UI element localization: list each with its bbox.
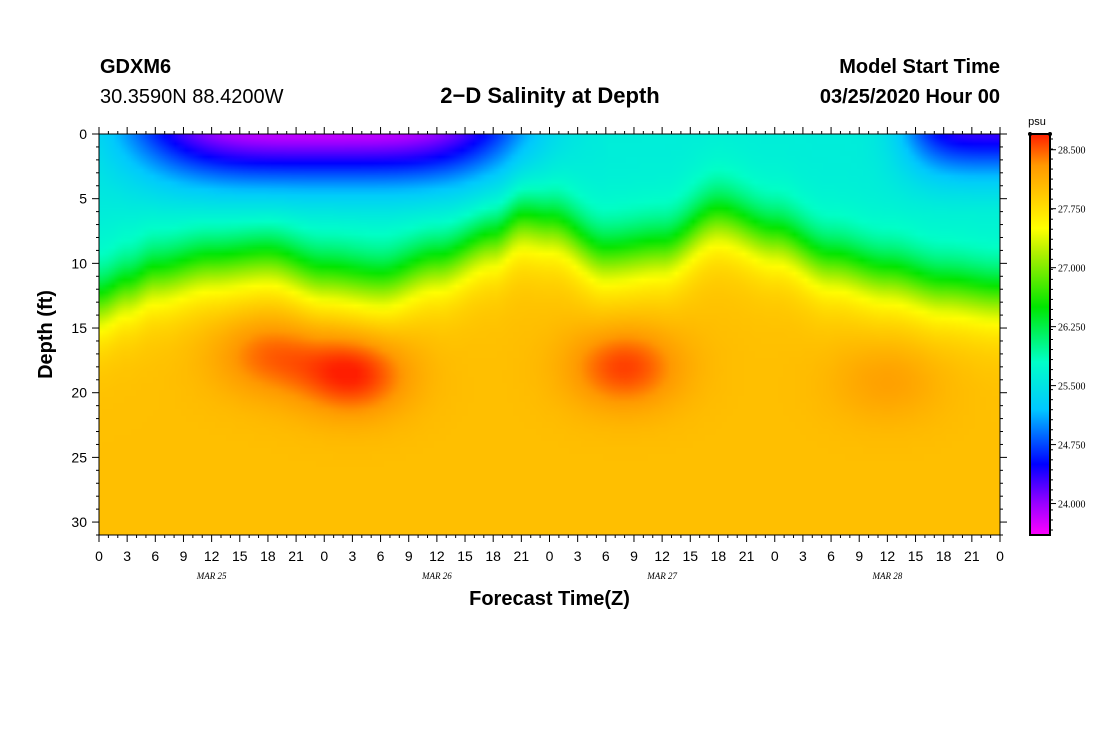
colorbar-tick-label: 25.500 xyxy=(1058,382,1086,393)
x-tick-label: 9 xyxy=(630,548,638,564)
x-tick-label: 12 xyxy=(654,548,670,564)
plot-frame xyxy=(98,133,1001,536)
x-tick-label: 0 xyxy=(771,548,779,564)
x-tick-label: 3 xyxy=(123,548,131,564)
x-tick-label: 18 xyxy=(260,548,276,564)
y-axis: 0 5 10 15 20 25 30 xyxy=(71,126,1007,536)
x-tick-label: 3 xyxy=(799,548,807,564)
x-tick-label: 21 xyxy=(739,548,755,564)
x-tick-label: 3 xyxy=(349,548,357,564)
x-tick-label: 0 xyxy=(95,548,103,564)
colorbar-tick-label: 24.000 xyxy=(1058,500,1086,511)
y-tick-label: 30 xyxy=(71,514,87,530)
x-day-label: MAR 26 xyxy=(421,571,452,581)
x-axis-title: Forecast Time(Z) xyxy=(469,588,630,610)
x-tick-label: 15 xyxy=(232,548,248,564)
x-tick-label: 21 xyxy=(964,548,980,564)
colorbar-corner-dot xyxy=(1028,132,1032,136)
x-tick-label: 6 xyxy=(602,548,610,564)
x-tick-label: 21 xyxy=(288,548,304,564)
x-tick-label: 15 xyxy=(682,548,698,564)
y-tick-label: 15 xyxy=(71,320,87,336)
x-tick-label: 9 xyxy=(405,548,413,564)
y-tick-label: 5 xyxy=(79,191,87,207)
colorbar-tick-label: 28.500 xyxy=(1058,146,1086,157)
colorbar-tick-label: 27.000 xyxy=(1058,264,1086,275)
x-tick-label: 15 xyxy=(457,548,473,564)
x-tick-label: 9 xyxy=(855,548,863,564)
x-tick-label: 12 xyxy=(880,548,896,564)
x-day-label: MAR 25 xyxy=(196,571,227,581)
x-tick-label: 15 xyxy=(908,548,924,564)
x-tick-label: 6 xyxy=(827,548,835,564)
x-tick-label: 0 xyxy=(996,548,1004,564)
x-tick-label: 18 xyxy=(711,548,727,564)
station-coordinates: 30.3590N 88.4200W xyxy=(100,86,284,108)
x-tick-label: 3 xyxy=(574,548,582,564)
y-tick-label: 10 xyxy=(71,255,87,271)
x-tick-label: 6 xyxy=(151,548,159,564)
colorbar-tick-label: 27.750 xyxy=(1058,205,1086,216)
colorbar-tick-label: 24.750 xyxy=(1058,441,1086,452)
salinity-heatmap xyxy=(99,134,1000,535)
x-tick-label: 0 xyxy=(546,548,554,564)
x-tick-label: 18 xyxy=(485,548,501,564)
x-tick-label: 12 xyxy=(429,548,445,564)
colorbar-tick-label: 26.250 xyxy=(1058,323,1086,334)
colorbar-unit: psu xyxy=(1028,116,1046,128)
model-start-value: 03/25/2020 Hour 00 xyxy=(819,86,1000,108)
y-tick-label: 20 xyxy=(71,385,87,401)
plot-title: 2−D Salinity at Depth xyxy=(440,83,660,108)
x-tick-label: 9 xyxy=(180,548,188,564)
x-tick-label: 12 xyxy=(204,548,220,564)
colorbar-scale xyxy=(1029,133,1051,536)
x-tick-label: 0 xyxy=(320,548,328,564)
x-tick-label: 6 xyxy=(377,548,385,564)
model-start-label: Model Start Time xyxy=(839,56,1000,78)
y-tick-label: 0 xyxy=(79,126,87,142)
x-tick-label: 21 xyxy=(514,548,530,564)
station-id: GDXM6 xyxy=(100,56,172,78)
y-axis-title: Depth (ft) xyxy=(35,290,57,379)
x-day-label: MAR 27 xyxy=(646,571,677,581)
colorbar: 28.500 27.750 27.000 26.250 25.500 24.750 24.0… xyxy=(1028,132,1086,536)
x-tick-label: 18 xyxy=(936,548,952,564)
x-day-label: MAR 28 xyxy=(872,571,903,581)
y-tick-label: 25 xyxy=(71,449,87,465)
colorbar-corner-dot xyxy=(1048,132,1052,136)
